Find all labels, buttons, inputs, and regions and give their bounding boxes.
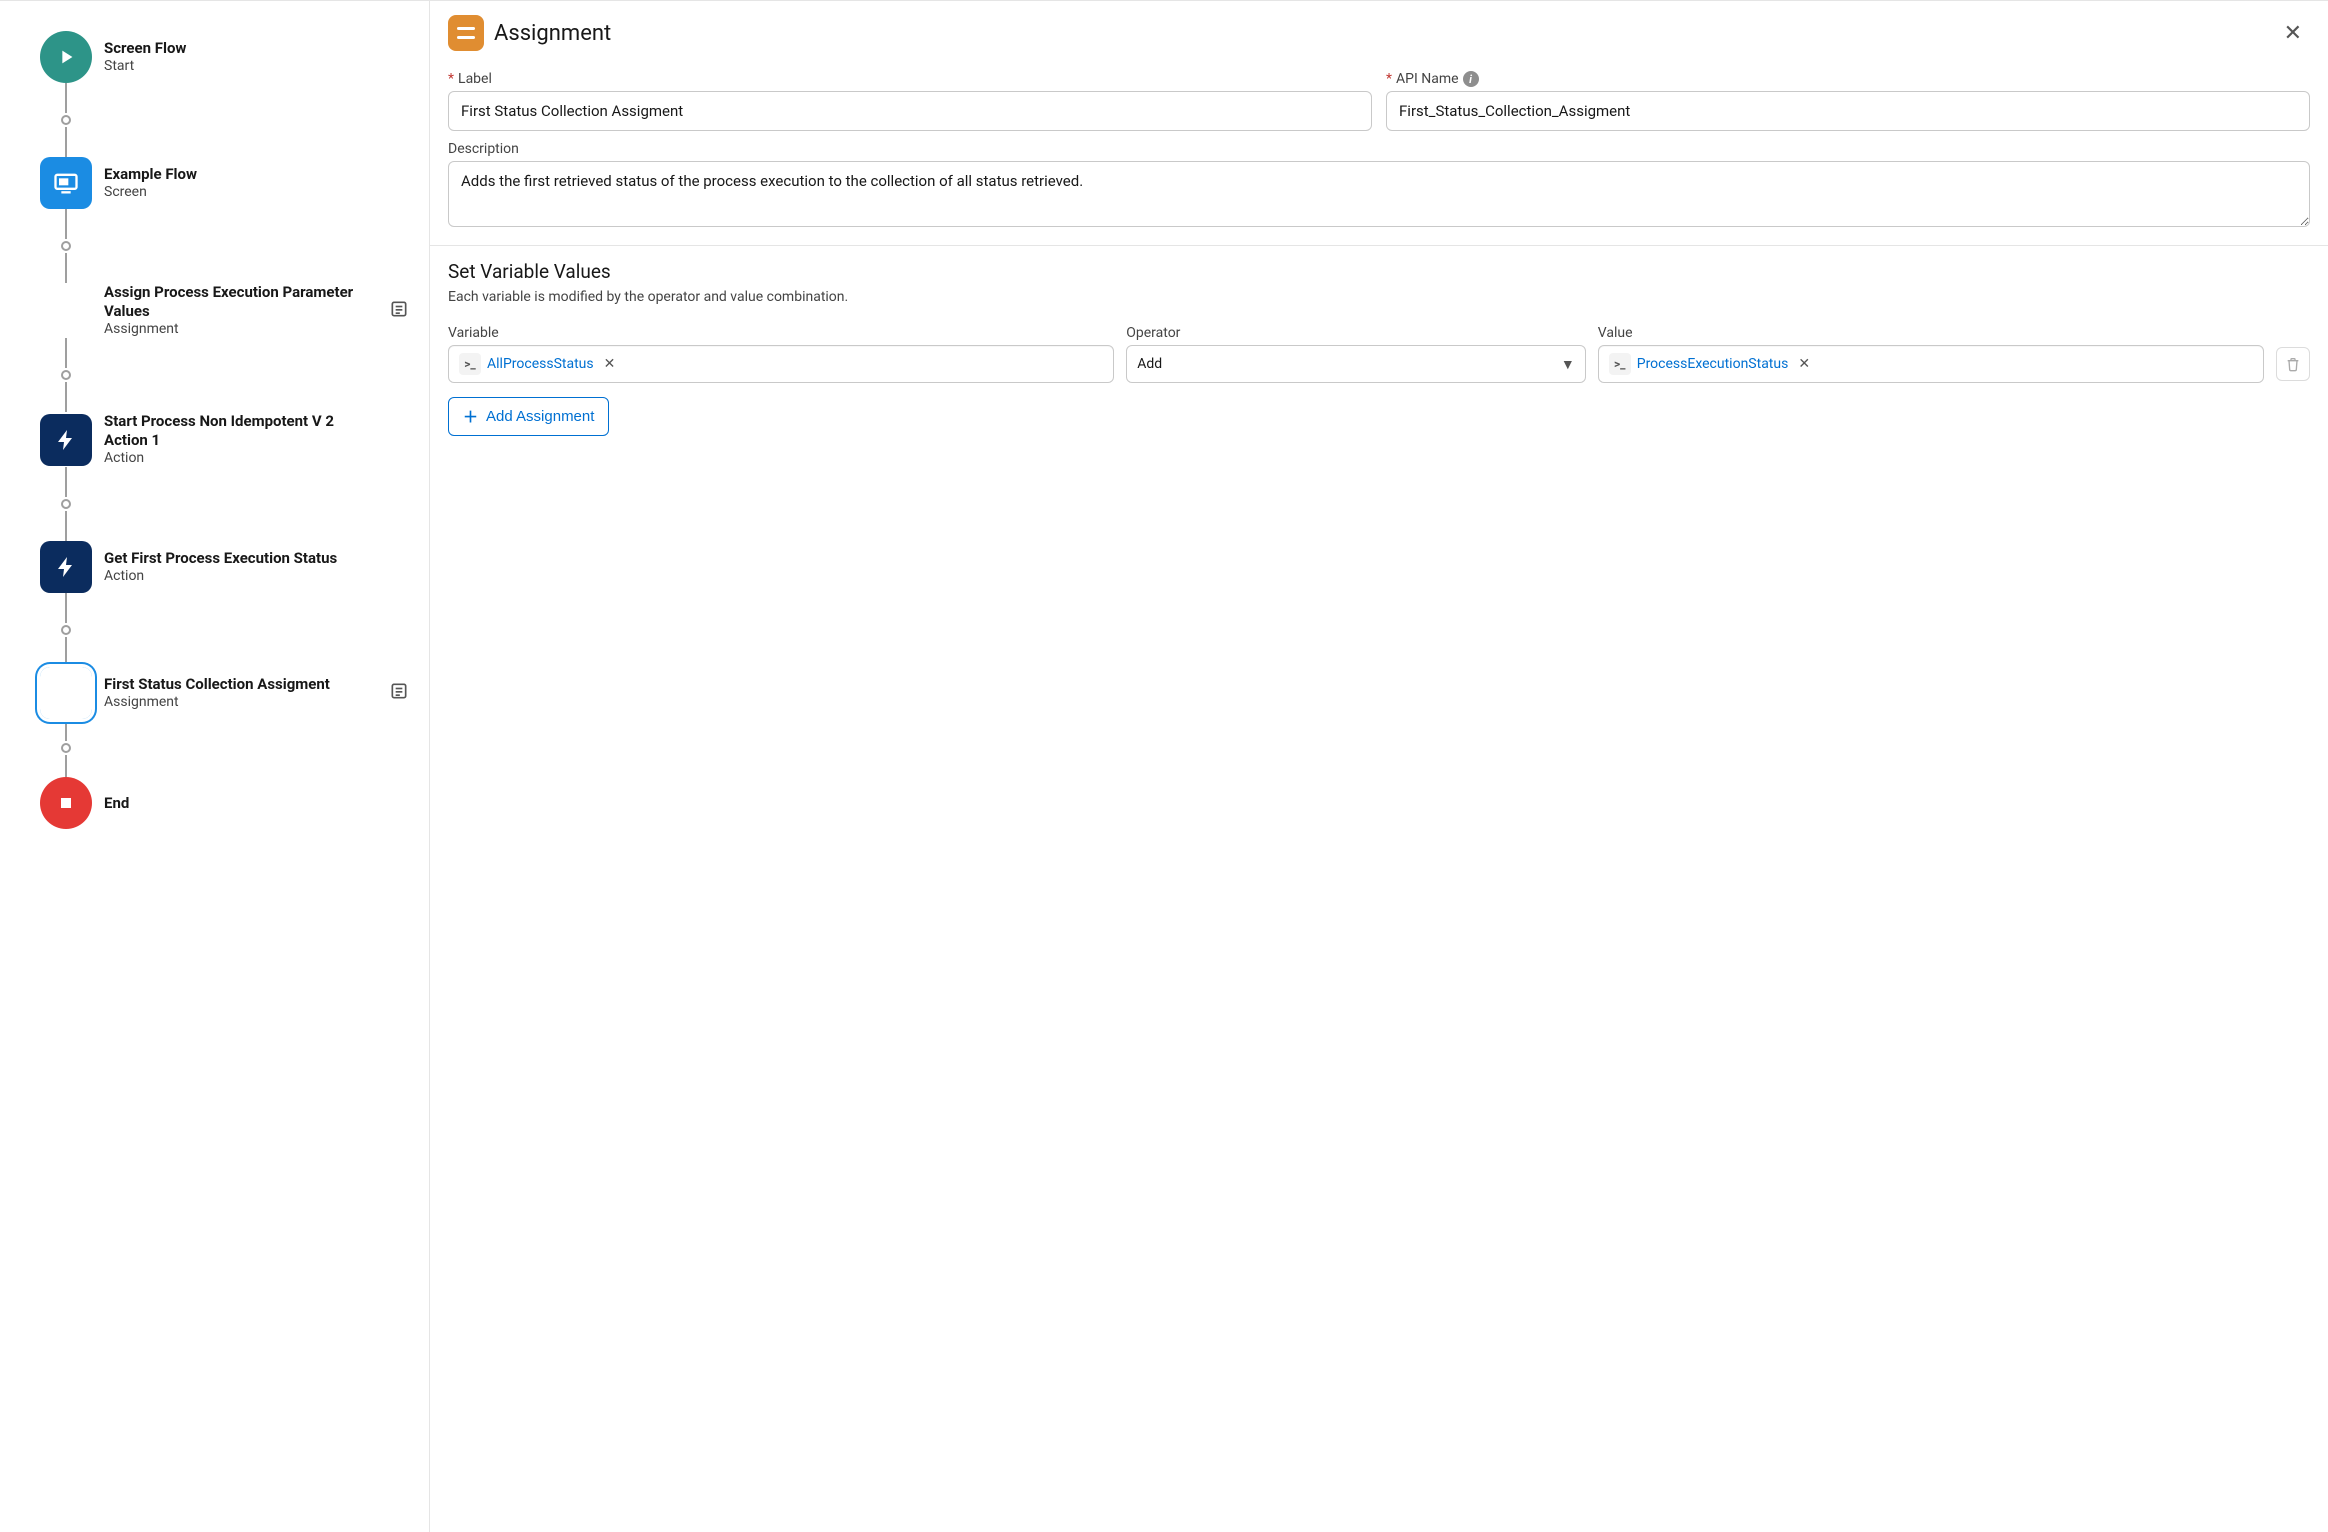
assignment-icon — [448, 15, 484, 51]
bolt-icon[interactable] — [40, 414, 92, 466]
value-pill[interactable]: >_ ProcessExecutionStatus ✕ — [1605, 350, 1816, 378]
play-icon[interactable] — [40, 31, 92, 83]
apiname-input[interactable] — [1386, 91, 2310, 131]
node-subtitle: Assignment — [104, 694, 330, 712]
equals-icon[interactable] — [40, 667, 92, 719]
plus-icon: ＋ — [463, 406, 478, 427]
node-title: Screen Flow — [104, 39, 186, 58]
node-text: Example FlowScreen — [104, 165, 197, 201]
variable-pill-label: AllProcessStatus — [487, 356, 594, 372]
node-subtitle: Action — [104, 450, 364, 468]
connector — [40, 83, 92, 157]
chevron-down-icon: ▼ — [1561, 356, 1575, 373]
flow-node-assign2[interactable]: First Status Collection AssigmentAssignm… — [40, 667, 409, 719]
description-field: Description Adds the first retrieved sta… — [448, 141, 2310, 227]
add-node-dot[interactable] — [61, 743, 71, 753]
details-badge-icon[interactable] — [381, 299, 409, 323]
flow-node-assign1[interactable]: Assign Process Execution Parameter Value… — [40, 283, 409, 338]
required-marker: * — [448, 71, 454, 87]
add-assignment-button[interactable]: ＋ Add Assignment — [448, 397, 609, 436]
description-caption: Description — [448, 141, 519, 157]
flow-node-action2[interactable]: Get First Process Execution StatusAction — [40, 541, 409, 593]
panel-body: *Label * API Name i Description Adds the… — [430, 65, 2328, 246]
node-title: Start Process Non Idempotent V 2 Action … — [104, 412, 364, 450]
resource-icon: >_ — [459, 353, 481, 375]
value-pill-label: ProcessExecutionStatus — [1637, 356, 1789, 372]
label-caption: Label — [458, 71, 492, 87]
panel-header: Assignment ✕ — [430, 1, 2328, 65]
stop-icon[interactable] — [40, 777, 92, 829]
operator-select[interactable]: Add ▼ — [1126, 345, 1585, 383]
add-node-dot[interactable] — [61, 370, 71, 380]
variable-column: Variable >_ AllProcessStatus ✕ — [448, 325, 1114, 383]
node-text: Get First Process Execution StatusAction — [104, 549, 337, 585]
details-badge-icon[interactable] — [381, 681, 409, 705]
apiname-caption: API Name — [1396, 71, 1459, 87]
flow-nodes: Screen FlowStart Example FlowScreen Assign… — [40, 31, 409, 829]
label-field: *Label — [448, 71, 1372, 131]
add-node-dot[interactable] — [61, 241, 71, 251]
remove-pill-icon[interactable]: ✕ — [1798, 356, 1810, 372]
node-text: Assign Process Execution Parameter Value… — [104, 283, 364, 338]
operator-value: Add — [1137, 356, 1162, 372]
app-root: Screen FlowStart Example FlowScreen Assign… — [0, 0, 2328, 1532]
flow-node-action1[interactable]: Start Process Non Idempotent V 2 Action … — [40, 412, 409, 467]
equals-icon[interactable] — [40, 285, 92, 337]
connector — [40, 593, 92, 667]
info-icon[interactable]: i — [1463, 71, 1479, 87]
remove-pill-icon[interactable]: ✕ — [604, 356, 616, 372]
variable-input[interactable]: >_ AllProcessStatus ✕ — [448, 345, 1114, 383]
node-subtitle: Assignment — [104, 321, 364, 339]
node-subtitle: Action — [104, 568, 337, 586]
node-text: Start Process Non Idempotent V 2 Action … — [104, 412, 364, 467]
flow-canvas[interactable]: Screen FlowStart Example FlowScreen Assign… — [0, 1, 430, 1532]
properties-panel: Assignment ✕ *Label * API Name i — [430, 1, 2328, 1532]
screen-icon[interactable] — [40, 157, 92, 209]
assignment-row: Variable >_ AllProcessStatus ✕ Operator … — [448, 325, 2310, 383]
node-title: End — [104, 794, 129, 813]
flow-node-end[interactable]: End — [40, 777, 409, 829]
variable-pill[interactable]: >_ AllProcessStatus ✕ — [455, 350, 621, 378]
node-title: Get First Process Execution Status — [104, 549, 337, 568]
flow-node-start[interactable]: Screen FlowStart — [40, 31, 409, 83]
connector — [40, 338, 92, 412]
label-input[interactable] — [448, 91, 1372, 131]
close-icon[interactable]: ✕ — [2276, 17, 2310, 50]
node-subtitle: Start — [104, 58, 186, 76]
connector — [40, 719, 92, 777]
required-marker: * — [1386, 71, 1392, 87]
node-text: End — [104, 794, 129, 813]
section-title: Set Variable Values — [448, 260, 2310, 283]
panel-title: Assignment — [494, 21, 611, 46]
resource-icon: >_ — [1609, 353, 1631, 375]
add-node-dot[interactable] — [61, 625, 71, 635]
connector — [40, 467, 92, 541]
delete-row-button[interactable] — [2276, 347, 2310, 381]
flow-node-screen[interactable]: Example FlowScreen — [40, 157, 409, 209]
set-variable-section: Set Variable Values Each variable is mod… — [430, 246, 2328, 450]
variable-header: Variable — [448, 325, 1114, 341]
bolt-icon[interactable] — [40, 541, 92, 593]
value-header: Value — [1598, 325, 2264, 341]
node-subtitle: Screen — [104, 184, 197, 202]
node-title: Example Flow — [104, 165, 197, 184]
add-node-dot[interactable] — [61, 499, 71, 509]
node-title: Assign Process Execution Parameter Value… — [104, 283, 364, 321]
apiname-field: * API Name i — [1386, 71, 2310, 131]
value-column: Value >_ ProcessExecutionStatus ✕ — [1598, 325, 2264, 383]
add-button-label: Add Assignment — [486, 408, 594, 425]
section-subtitle: Each variable is modified by the operato… — [448, 289, 2310, 305]
connector — [40, 209, 92, 283]
node-text: Screen FlowStart — [104, 39, 186, 75]
value-input[interactable]: >_ ProcessExecutionStatus ✕ — [1598, 345, 2264, 383]
node-text: First Status Collection AssigmentAssignm… — [104, 675, 330, 711]
node-title: First Status Collection Assigment — [104, 675, 330, 694]
add-node-dot[interactable] — [61, 115, 71, 125]
operator-column: Operator Add ▼ — [1126, 325, 1585, 383]
operator-header: Operator — [1126, 325, 1585, 341]
description-input[interactable]: Adds the first retrieved status of the p… — [448, 161, 2310, 227]
